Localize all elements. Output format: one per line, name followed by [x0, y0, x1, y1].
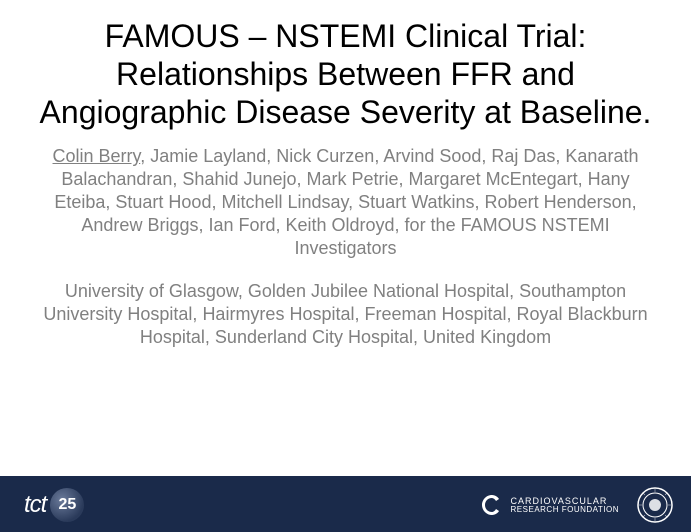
lead-author: Colin Berry [53, 146, 141, 166]
crf-mark-icon [479, 492, 505, 518]
tct-number-badge: 25 [50, 488, 84, 522]
slide-title: FAMOUS – NSTEMI Clinical Trial: Relation… [36, 18, 655, 131]
crf-line2: RESEARCH FOUNDATION [511, 506, 619, 514]
tct-label: tct [24, 491, 46, 519]
affiliations-block: University of Glasgow, Golden Jubilee Na… [36, 280, 655, 349]
authors-block: Colin Berry, Jamie Layland, Nick Curzen,… [36, 145, 655, 260]
presentation-slide: FAMOUS – NSTEMI Clinical Trial: Relation… [0, 0, 691, 532]
footer-right-group: CARDIOVASCULAR RESEARCH FOUNDATION [479, 487, 673, 523]
crf-text: CARDIOVASCULAR RESEARCH FOUNDATION [511, 497, 619, 514]
seal-icon [637, 487, 673, 523]
slide-footer: tct 25 CARDIOVASCULAR RESEARCH FOUNDATIO… [0, 478, 691, 532]
footer-divider [0, 476, 691, 478]
slide-content: FAMOUS – NSTEMI Clinical Trial: Relation… [0, 0, 691, 478]
crf-logo: CARDIOVASCULAR RESEARCH FOUNDATION [479, 492, 619, 518]
co-authors: , Jamie Layland, Nick Curzen, Arvind Soo… [54, 146, 638, 258]
tct-logo: tct 25 [24, 488, 84, 522]
